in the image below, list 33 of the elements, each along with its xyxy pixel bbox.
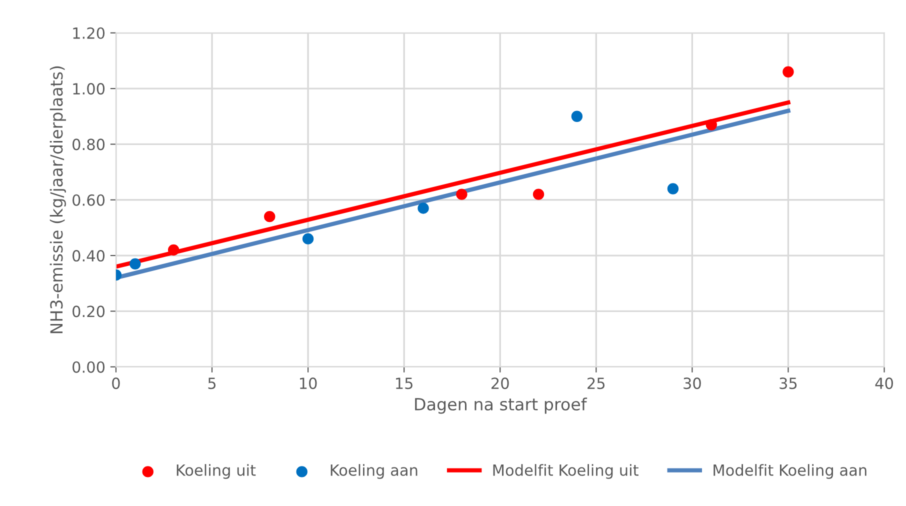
x-tick-label: 35 — [780, 378, 797, 390]
x-tick-label: 40 — [875, 378, 893, 390]
x-tick-label: 5 — [208, 378, 216, 390]
point — [532, 188, 544, 200]
point — [130, 258, 141, 270]
x-tick-label: 25 — [588, 378, 605, 390]
point — [418, 202, 429, 214]
x-tick-label: 0 — [112, 378, 120, 390]
y-tick-label: 1.20 — [73, 27, 105, 39]
point — [706, 119, 717, 130]
legend-label: Koeling aan — [330, 464, 418, 479]
y-tick-label: 0.80 — [72, 138, 105, 150]
x-tick-label: 15 — [396, 378, 412, 390]
x-tick-label: 20 — [492, 378, 509, 390]
y-tick-label: 1.00 — [73, 83, 105, 95]
point — [456, 188, 468, 200]
legend-label: Modelfit Koeling aan — [714, 464, 866, 479]
point — [667, 183, 679, 194]
point — [782, 66, 794, 78]
point — [302, 233, 314, 244]
y-axis-title: NH3-emissie (kg/jaar/dierplaats) — [50, 66, 66, 334]
point — [168, 244, 180, 256]
x-axis-title: Dagen na start proef — [415, 398, 588, 414]
y-tick-label: 0.20 — [72, 306, 105, 318]
legend-label: Koeling uit — [176, 464, 256, 479]
x-tick-label: 30 — [684, 378, 701, 390]
y-tick-label: 0.60 — [72, 194, 105, 206]
x-tick-label: 10 — [300, 378, 317, 390]
point — [264, 210, 276, 222]
y-tick-label: 0.40 — [72, 250, 105, 262]
y-tick-label: 0.00 — [72, 361, 105, 373]
legend-label: Modelfit Koeling uit — [493, 464, 638, 479]
point — [571, 110, 583, 122]
